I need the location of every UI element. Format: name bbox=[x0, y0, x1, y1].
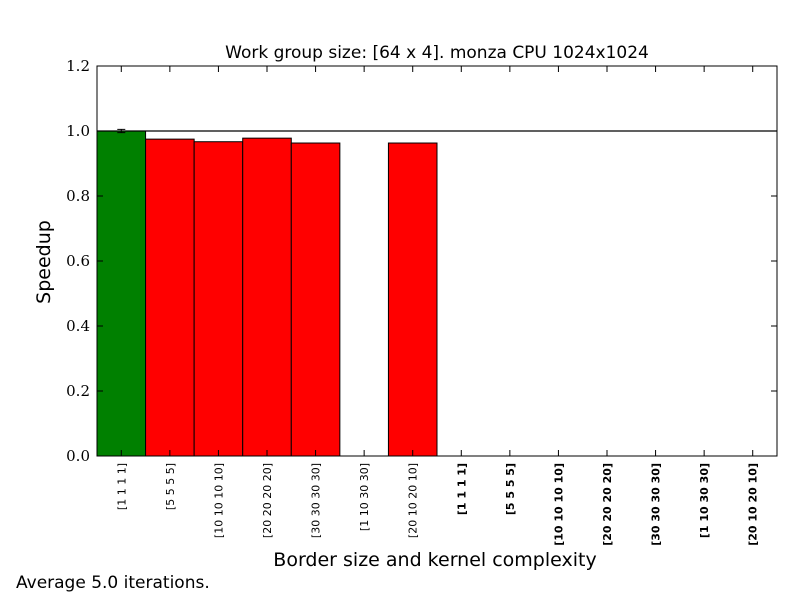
y-tick-label-5: 1.0 bbox=[66, 122, 90, 140]
bar-1 bbox=[96, 130, 147, 457]
chart-title: Work group size: [64 x 4]. monza CPU 102… bbox=[225, 43, 649, 63]
x-axis-label: Border size and kernel complexity bbox=[273, 549, 596, 571]
x-tick-label-6: [1 10 30 30] bbox=[358, 463, 371, 531]
x-tick-label-8: [1 1 1 1] bbox=[455, 463, 468, 515]
y-axis-label: Speedup bbox=[33, 220, 55, 304]
y-tick-label-3: 0.6 bbox=[66, 252, 90, 270]
y-tick-label-4: 0.8 bbox=[66, 187, 90, 205]
x-tick-label-5: [30 30 30 30] bbox=[310, 463, 323, 538]
x-tick-label-1: [1 1 1 1] bbox=[115, 463, 128, 510]
x-axis-ticks: [1 1 1 1] [5 5 5 5] [10 10 10 10] [20 20 20… bbox=[115, 66, 760, 546]
x-tick-label-11: [20 20 20 20] bbox=[601, 463, 614, 546]
bars-layer bbox=[96, 130, 438, 457]
x-tick-label-12: [30 30 30 30] bbox=[650, 463, 663, 546]
y-tick-label-1: 0.2 bbox=[66, 382, 90, 400]
x-tick-label-3: [10 10 10 10] bbox=[212, 463, 225, 538]
bar-4 bbox=[242, 137, 292, 457]
y-axis-ticks: 0.0 0.2 0.4 0.6 0.8 1.0 1.2 bbox=[66, 57, 777, 465]
y-tick-label-6: 1.2 bbox=[66, 57, 90, 75]
x-tick-label-2: [5 5 5 5] bbox=[164, 463, 177, 510]
x-tick-label-7: [20 10 20 10] bbox=[407, 463, 420, 538]
bar-2 bbox=[145, 138, 195, 457]
bar-3 bbox=[193, 141, 244, 457]
error-bars-layer bbox=[117, 128, 126, 134]
x-tick-label-13: [1 10 30 30] bbox=[698, 463, 711, 538]
y-tick-label-0: 0.0 bbox=[66, 447, 90, 465]
bar-5 bbox=[290, 142, 341, 457]
x-tick-label-9: [5 5 5 5] bbox=[504, 463, 517, 515]
x-tick-label-10: [10 10 10 10] bbox=[552, 463, 565, 546]
bar-7 bbox=[387, 142, 438, 457]
y-tick-label-2: 0.4 bbox=[66, 317, 90, 335]
x-tick-label-4: [20 20 20 20] bbox=[261, 463, 274, 538]
x-tick-label-14: [20 10 20 10] bbox=[747, 463, 760, 546]
footnote: Average 5.0 iterations. bbox=[16, 573, 210, 593]
